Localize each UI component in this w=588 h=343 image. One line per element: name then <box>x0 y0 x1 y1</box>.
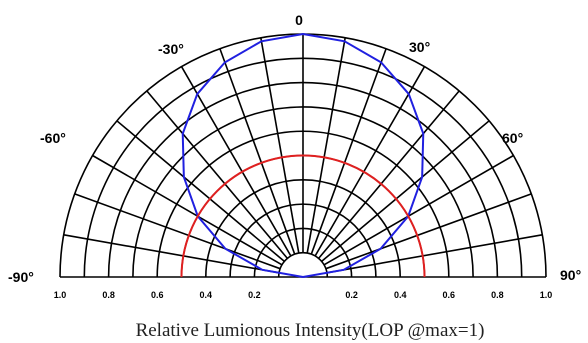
angle-label: -60° <box>40 130 66 146</box>
angle-label: 0 <box>295 12 303 28</box>
grid-spoke <box>180 66 292 257</box>
radial-tick-label: 0.2 <box>248 290 261 300</box>
grid-spoke <box>326 234 543 274</box>
grid-spoke <box>314 66 426 257</box>
radial-tick-labels: 1.0 0.8 0.6 0.4 0.2 0.2 0.4 0.6 0.8 1.0 <box>54 290 553 300</box>
grid-spoke <box>63 234 280 274</box>
grid-spoke <box>318 90 460 259</box>
grid-spoke <box>116 120 285 262</box>
grid-spoke <box>306 37 346 254</box>
grid-circle <box>277 251 329 278</box>
angle-label: -90° <box>8 269 34 285</box>
radial-tick-label: 0.6 <box>443 290 456 300</box>
grid-spoke <box>260 37 300 254</box>
series-curve-2 <box>180 154 426 278</box>
chart-caption: Relative Lumionous Intensity(LOP @max=1) <box>136 320 485 341</box>
angle-label: 90° <box>560 267 581 283</box>
grid-spoke <box>92 154 283 266</box>
radial-tick-label: 0.8 <box>491 290 504 300</box>
radial-tick-label: 0.6 <box>151 290 164 300</box>
grid-spoke <box>310 48 387 255</box>
grid-spoke <box>146 90 288 259</box>
angle-label: -30° <box>158 41 184 57</box>
radial-tick-label: 1.0 <box>540 290 553 300</box>
radial-tick-label: 0.2 <box>345 290 358 300</box>
angle-labels: -90° -60° -30° 0 30° 60° 90° <box>8 12 581 285</box>
grid-spoke <box>74 193 281 270</box>
grid-spoke <box>219 48 296 255</box>
radial-tick-label: 0.4 <box>200 290 213 300</box>
angle-label: 60° <box>502 130 523 146</box>
angle-label: 30° <box>409 39 430 55</box>
polar-grid <box>59 33 547 278</box>
grid-spoke <box>323 154 514 266</box>
radial-tick-label: 0.4 <box>394 290 407 300</box>
grid-spoke <box>321 120 490 262</box>
grid-spoke <box>325 193 532 270</box>
radial-tick-label: 1.0 <box>54 290 67 300</box>
radial-tick-label: 0.8 <box>102 290 115 300</box>
series-group <box>180 32 426 278</box>
